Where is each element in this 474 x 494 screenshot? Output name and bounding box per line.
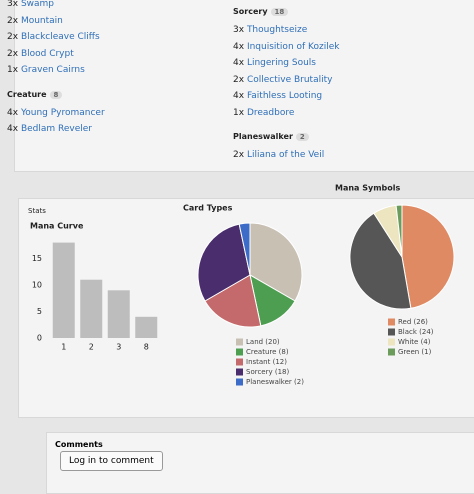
card-link[interactable]: Collective Brutality (246, 74, 333, 85)
card-link[interactable]: Young Pyromancer (20, 107, 105, 118)
card-link[interactable]: Graven Cairns (20, 65, 85, 75)
group-heading: Planeswalker 2 (233, 132, 339, 150)
pie-slice (204, 274, 262, 328)
card-row: 4x Bedlam Reveler (7, 124, 105, 141)
right-column: Sorcery 18 3x Thoughtseize 4x Inquisition o… (233, 0, 339, 167)
x-tick-label: 8 (144, 343, 149, 352)
deck-panel: 3x Swamp 2x Mountain 2x Blackcleave Cliffs… (7, 0, 474, 172)
y-tick-label: 10 (32, 281, 42, 290)
card-qty: 3x (233, 25, 245, 35)
card-link[interactable]: Thoughtseize (246, 25, 308, 35)
card-row: 2x Mountain (7, 16, 105, 33)
login-button[interactable]: Log in to comment (60, 451, 163, 471)
legend-label: Red (26) (398, 318, 428, 326)
chart-title: Mana Symbols (335, 184, 401, 193)
card-row: 2x Liliana of the Veil (233, 150, 339, 167)
card-row: 2x Collective Brutality (233, 75, 339, 92)
bar (135, 316, 158, 338)
legend-swatch (236, 358, 243, 366)
card-row: 4x Inquisition of Kozilek (233, 42, 339, 59)
card-link[interactable]: Blood Crypt (20, 48, 74, 59)
legend-label: Land (20) (246, 338, 280, 346)
group-heading: Creature 8 (7, 90, 105, 108)
y-tick-label: 15 (32, 254, 42, 263)
card-qty: 2x (233, 150, 245, 160)
card-qty: 1x (233, 107, 245, 118)
card-link[interactable]: Blackcleave Cliffs (20, 32, 100, 42)
card-row: 2x Blood Crypt (7, 49, 105, 66)
card-link[interactable]: Lingering Souls (246, 58, 316, 68)
page: 3x Swamp 2x Mountain 2x Blackcleave Cliffs… (7, 0, 474, 494)
card-qty: 4x (233, 58, 245, 68)
group-count: 8 (49, 90, 63, 99)
card-row: 4x Faithless Looting (233, 91, 339, 108)
group-count: 2 (295, 133, 309, 141)
card-link[interactable]: Mountain (20, 15, 63, 26)
legend-swatch (236, 338, 243, 346)
card-qty: 4x (7, 124, 19, 134)
pie-slice (349, 212, 412, 310)
card-row: 1x Dreadbore (233, 108, 339, 125)
card-row: 4x Lingering Souls (233, 58, 339, 75)
stats-title: Stats (28, 207, 46, 215)
card-qty: 4x (233, 41, 245, 52)
legend-swatch (236, 368, 243, 376)
pie-slice (238, 222, 251, 276)
chart-title: Mana Curve (30, 222, 84, 231)
comments-title: Comments (55, 440, 103, 449)
card-link[interactable]: Liliana of the Veil (246, 150, 325, 160)
card-row: 2x Blackcleave Cliffs (7, 32, 105, 49)
card-row: 4x Young Pyromancer (7, 108, 105, 125)
legend-label: Black (24) (398, 328, 434, 336)
legend-label: Sorcery (18) (246, 368, 289, 376)
x-tick-label: 1 (61, 343, 66, 352)
pie-slice (197, 223, 251, 302)
card-row: 3x Thoughtseize (233, 25, 339, 42)
y-tick-label: 0 (37, 334, 42, 343)
card-link[interactable]: Inquisition of Kozilek (246, 41, 340, 52)
pie-slice (401, 204, 455, 309)
group-count: 18 (270, 8, 289, 16)
x-tick-label: 3 (116, 343, 121, 352)
card-qty: 1x (7, 65, 19, 75)
legend-swatch (388, 328, 395, 336)
card-link[interactable]: Dreadbore (246, 107, 295, 118)
card-qty: 2x (7, 32, 19, 42)
card-row: 3x Swamp (7, 0, 105, 16)
card-qty: 2x (7, 48, 19, 59)
card-qty: 2x (7, 15, 19, 26)
group-heading: Sorcery 18 (233, 7, 339, 25)
legend-label: Planeswalker (2) (246, 378, 304, 386)
chart-title: Card Types (183, 204, 233, 213)
legend-swatch (236, 378, 243, 386)
legend-swatch (388, 318, 395, 326)
pie-slice (395, 204, 403, 258)
legend-label: Instant (12) (246, 358, 287, 366)
bar (52, 242, 75, 338)
card-row: 1x Graven Cairns (7, 65, 105, 82)
legend-swatch (388, 338, 395, 346)
card-qty: 2x (233, 74, 245, 85)
pie-slice (249, 222, 303, 302)
group-name: Creature (7, 89, 47, 99)
card-link[interactable]: Swamp (20, 0, 55, 9)
legend-swatch (236, 348, 243, 356)
card-link[interactable]: Faithless Looting (246, 91, 323, 101)
card-qty: 4x (233, 91, 245, 101)
legend-swatch (388, 348, 395, 356)
legend-label: Creature (8) (246, 348, 289, 356)
legend-label: White (4) (398, 338, 431, 346)
card-link[interactable]: Bedlam Reveler (20, 124, 92, 134)
legend-label: Green (1) (398, 348, 432, 356)
charts: Stats Mana Curve 0 5 10 15 1 2 3 8 Card Types Land… (28, 184, 455, 386)
bar (80, 279, 103, 338)
bar (107, 290, 130, 338)
card-qty: 3x (7, 0, 19, 9)
left-column: 3x Swamp 2x Mountain 2x Blackcleave Cliffs… (7, 0, 105, 141)
card-qty: 4x (7, 107, 19, 118)
x-tick-label: 2 (89, 343, 94, 352)
group-name: Sorcery (233, 7, 268, 16)
group-name: Planeswalker (233, 132, 293, 141)
y-tick-label: 5 (37, 307, 42, 316)
